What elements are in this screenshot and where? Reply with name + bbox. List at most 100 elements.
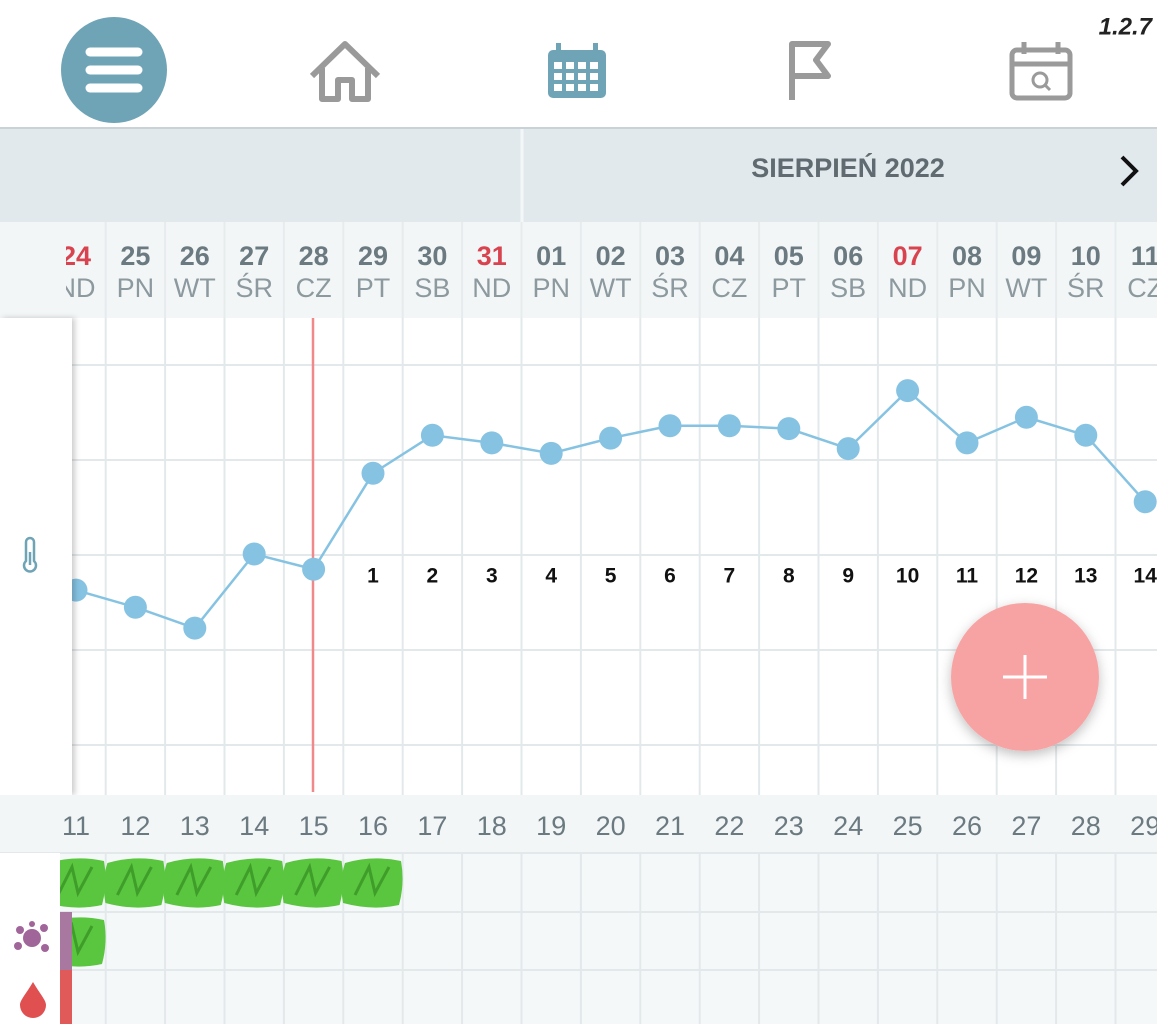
day-date: 06	[833, 241, 863, 271]
day-number: 16	[358, 811, 388, 841]
side-panel	[0, 318, 72, 795]
temperature-point	[896, 379, 920, 403]
calendar-search-icon[interactable]	[1009, 42, 1073, 101]
flag-icon[interactable]	[789, 41, 831, 100]
day-number: 24	[833, 811, 863, 841]
menu-button[interactable]	[61, 17, 167, 123]
row-strip-purple	[60, 912, 72, 970]
day-weekday: WT	[590, 273, 632, 303]
temperature-point	[599, 426, 623, 450]
day-date: 27	[239, 241, 269, 271]
cycle-day: 14	[1134, 565, 1157, 588]
tracking-mark-scribble	[56, 862, 94, 898]
temperature-point	[658, 414, 682, 438]
cycle-day: 2	[427, 565, 439, 588]
tracking-mark-scribble	[116, 862, 153, 898]
day-date: 31	[477, 241, 507, 271]
day-number: 12	[120, 811, 150, 841]
day-weekday: PN	[948, 273, 986, 303]
day-header	[0, 222, 1157, 318]
cycle-day: 9	[842, 565, 854, 588]
temperature-point	[777, 417, 801, 441]
day-weekday: CZ	[1127, 273, 1157, 303]
temperature-point	[1133, 490, 1157, 514]
day-weekday: ND	[888, 273, 927, 303]
blood-icon	[20, 982, 46, 1018]
cycle-day: 3	[486, 565, 498, 588]
day-weekday: CZ	[711, 273, 747, 303]
day-date: 02	[596, 241, 626, 271]
day-date: 25	[120, 241, 150, 271]
cycle-day: 5	[605, 565, 617, 588]
cycle-day: 7	[724, 565, 736, 588]
row-strip-red	[60, 970, 72, 1024]
temperature-point	[539, 441, 563, 465]
thermometer-icon	[22, 536, 38, 573]
version: 1.2.7	[1099, 13, 1154, 40]
day-number: 21	[655, 811, 685, 841]
day-date: 04	[714, 241, 744, 271]
tracking-mark-scribble	[234, 862, 272, 898]
symptom-icon	[14, 921, 49, 952]
day-weekday: WT	[174, 273, 216, 303]
day-number: 26	[952, 811, 982, 841]
day-weekday: ŚR	[235, 271, 273, 303]
day-number: 28	[1071, 811, 1101, 841]
tracking-mark-scribble	[353, 862, 391, 898]
calendar-icon[interactable]	[548, 43, 606, 98]
temperature-point	[361, 461, 385, 485]
day-weekday: ŚR	[1067, 271, 1105, 303]
temperature-point	[1074, 423, 1098, 447]
temperature-point	[480, 431, 504, 455]
day-number: 25	[893, 811, 923, 841]
cycle-day: 8	[783, 565, 795, 588]
day-weekday: SB	[414, 273, 450, 303]
temperature-point	[1014, 405, 1038, 429]
day-weekday: ND	[472, 273, 511, 303]
day-number: 11	[62, 811, 90, 841]
day-weekday: PN	[532, 273, 570, 303]
day-weekday: PT	[356, 273, 391, 303]
temperature-point	[955, 431, 979, 455]
day-number: 22	[714, 811, 744, 841]
next-month[interactable]	[1120, 155, 1139, 187]
day-date: 07	[893, 241, 923, 271]
cycle-day: 12	[1015, 565, 1038, 588]
day-date: 26	[180, 241, 210, 271]
day-weekday: ŚR	[651, 271, 689, 303]
cycle-day: 1	[367, 565, 379, 588]
day-number-row	[0, 795, 1157, 853]
day-number: 20	[596, 811, 626, 841]
day-weekday: PT	[772, 273, 807, 303]
day-weekday: WT	[1005, 273, 1047, 303]
day-number: 17	[417, 811, 447, 841]
day-weekday: PN	[117, 273, 155, 303]
cycle-day: 10	[896, 565, 919, 588]
cycle-day: 4	[545, 565, 557, 588]
add-button[interactable]	[951, 603, 1099, 751]
temperature-point	[183, 616, 207, 640]
day-number: 18	[477, 811, 507, 841]
day-date: 28	[299, 241, 329, 271]
day-weekday: CZ	[296, 273, 332, 303]
tracking-mark-scribble	[175, 862, 213, 898]
month-title: SIERPIEŃ 2022	[751, 152, 945, 183]
header-clip	[0, 222, 66, 318]
day-number: 29	[1130, 811, 1157, 841]
day-number: 27	[1011, 811, 1041, 841]
temperature-point	[717, 414, 741, 438]
day-number: 15	[299, 811, 329, 841]
day-date: 11	[1131, 241, 1157, 271]
temperature-point	[123, 595, 147, 619]
day-date: 29	[358, 241, 388, 271]
day-date: 09	[1011, 241, 1041, 271]
cycle-day: 11	[956, 565, 979, 588]
home-icon[interactable]	[309, 41, 381, 102]
day-date: 05	[774, 241, 804, 271]
day-weekday: SB	[830, 273, 866, 303]
day-date: 08	[952, 241, 982, 271]
tracking-mark-scribble	[294, 862, 331, 898]
day-number: 23	[774, 811, 804, 841]
day-number: 19	[536, 811, 566, 841]
